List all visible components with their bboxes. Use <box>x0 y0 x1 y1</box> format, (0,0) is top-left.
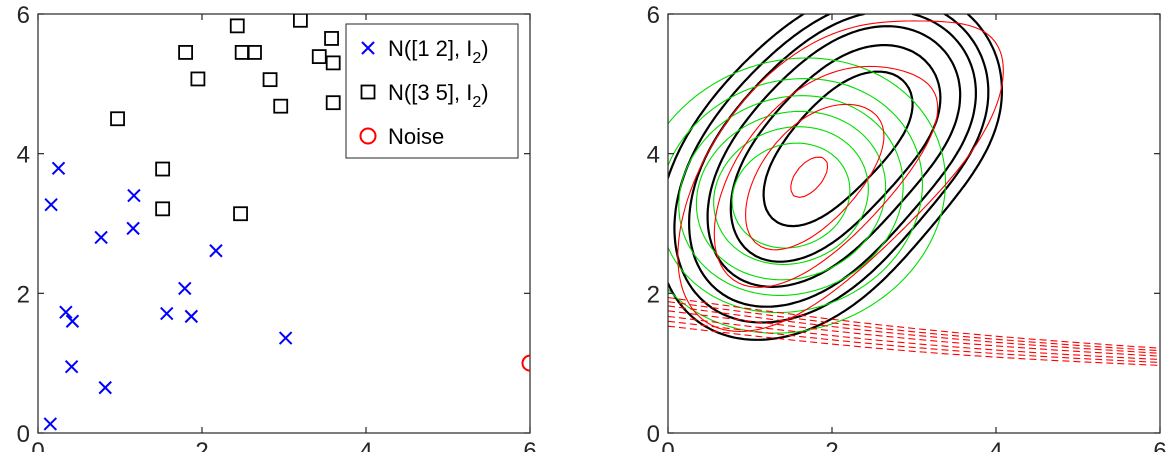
right-ytick-label: 6 <box>647 2 660 29</box>
noise-point <box>521 354 530 372</box>
left-xtick-label: 0 <box>31 438 44 452</box>
left-ytick-label: 0 <box>17 421 30 448</box>
contour-panel: 0 2 4 6 0 2 4 6 <box>647 2 1167 452</box>
square-point <box>247 45 262 60</box>
square-point <box>325 55 341 71</box>
cross-point <box>98 380 112 395</box>
cross-point <box>126 221 140 236</box>
right-xtick-label: 0 <box>661 438 674 452</box>
left-data-marks <box>43 14 530 431</box>
square-point <box>178 45 194 60</box>
right-ytick-label: 2 <box>647 281 660 308</box>
noise-contour-line <box>668 305 1160 354</box>
square-point <box>292 14 308 28</box>
dashed-contour-line <box>668 78 923 314</box>
noise-contour-line <box>668 320 1160 364</box>
right-ytick-label: 4 <box>647 142 660 169</box>
cross-point <box>278 331 293 345</box>
cross-point <box>209 244 223 258</box>
square-point <box>155 201 171 217</box>
legend-square-icon <box>360 84 376 100</box>
right-ytick-label: 0 <box>647 421 660 448</box>
square-point <box>229 18 245 34</box>
scatter-panel: 0 2 4 6 0 2 4 6 N([1 2], I2) N([3 5], I2) Noise <box>17 2 537 452</box>
cross-point <box>43 417 58 431</box>
left-xtick-label: 2 <box>195 438 208 452</box>
square-point <box>262 72 278 88</box>
right-contour-lines <box>668 14 1160 366</box>
cross-point <box>127 188 141 203</box>
dashed-contour-line <box>713 126 869 265</box>
left-axis-ticks: 0 2 4 6 0 2 4 6 <box>17 2 537 452</box>
left-ytick-label: 6 <box>17 2 30 29</box>
right-axis-ticks: 0 2 4 6 0 2 4 6 <box>647 2 1167 452</box>
legend-entry-label: N([3 5], I2) <box>388 80 489 111</box>
legend-circle-icon <box>359 127 377 145</box>
square-point <box>325 95 341 111</box>
dashed-contour-line <box>731 142 851 249</box>
left-ytick-label: 4 <box>17 142 30 169</box>
left-xtick-label: 6 <box>523 438 536 452</box>
left-xtick-label: 4 <box>359 438 372 452</box>
cross-point <box>178 281 192 296</box>
right-axes-box <box>667 13 1161 434</box>
cross-point <box>65 314 80 328</box>
cross-point <box>51 161 66 176</box>
left-ytick-label: 2 <box>17 281 30 308</box>
noise-contour-line <box>668 301 1160 352</box>
cross-point <box>64 359 79 374</box>
dashed-contour-line <box>678 95 904 296</box>
square-point <box>311 49 327 64</box>
cross-point <box>59 305 73 319</box>
noise-contour-line <box>668 310 1160 357</box>
square-point <box>273 98 289 114</box>
square-point <box>324 31 339 46</box>
legend-entry-label: N([1 2], I2) <box>388 36 489 67</box>
dashed-contour-line <box>677 20 1004 333</box>
solid-contour-line <box>706 25 962 288</box>
legend-entry-label: Noise <box>388 124 444 149</box>
solid-contour-line <box>729 44 942 263</box>
dashed-contour-line <box>695 110 887 281</box>
right-xtick-label: 6 <box>1153 438 1166 452</box>
square-point <box>233 206 248 222</box>
cross-point <box>94 230 108 245</box>
cross-point <box>44 197 58 212</box>
cross-point <box>184 309 199 324</box>
solid-contour-line <box>762 70 914 228</box>
dashed-contour-line <box>713 65 939 288</box>
noise-contour-line <box>668 325 1160 366</box>
legend: N([1 2], I2) N([3 5], I2) Noise <box>345 23 519 159</box>
dashed-contour-line <box>790 156 829 198</box>
right-xtick-label: 4 <box>989 438 1002 452</box>
noise-contour-line <box>668 296 1160 349</box>
dashed-contour-line <box>745 103 885 251</box>
square-point <box>190 71 206 87</box>
square-point <box>110 111 125 127</box>
cross-point <box>160 306 174 321</box>
solid-contour-line <box>688 14 977 308</box>
right-xtick-label: 2 <box>825 438 838 452</box>
square-point <box>155 161 171 177</box>
noise-contour-line <box>668 315 1160 361</box>
legend-cross-icon <box>361 41 375 55</box>
